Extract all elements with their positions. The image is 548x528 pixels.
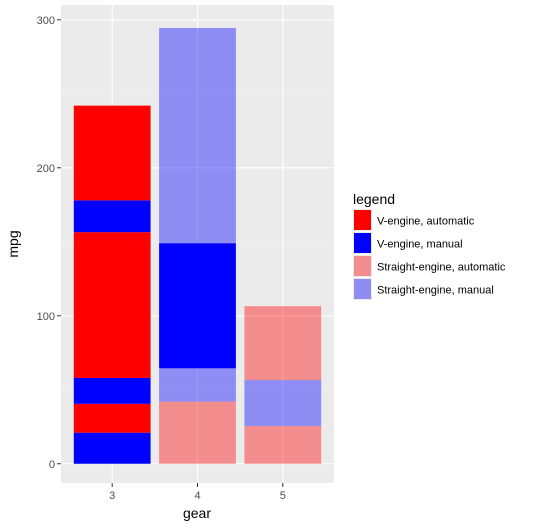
bar-segment xyxy=(73,432,151,464)
y-axis-title: mpg xyxy=(5,230,21,257)
bar-segment xyxy=(244,306,322,381)
y-tick-label: 100 xyxy=(37,311,55,323)
legend-label: Straight-engine, manual xyxy=(377,285,494,297)
legend: legend V-engine, automatic V-engine, manu… xyxy=(353,191,506,300)
bar-segment xyxy=(244,380,322,427)
bar-segment xyxy=(159,27,236,244)
bar-segment xyxy=(73,403,151,433)
bar-segment xyxy=(159,368,236,402)
y-axis: 0 100 200 300 xyxy=(37,15,61,471)
legend-keys: V-engine, automatic V-engine, manual Strai… xyxy=(353,209,506,300)
legend-title: legend xyxy=(353,191,395,207)
y-tick-label: 200 xyxy=(37,163,55,175)
bar-segment xyxy=(73,377,151,404)
legend-label: Straight-engine, automatic xyxy=(377,262,506,274)
legend-key-swatch xyxy=(354,210,371,230)
x-tick-label: 5 xyxy=(280,490,286,502)
legend-label: V-engine, manual xyxy=(377,239,463,251)
x-axis: 3 4 5 xyxy=(109,483,286,502)
bar-segment xyxy=(73,232,151,378)
legend-key-background xyxy=(353,278,372,300)
bar-segment xyxy=(73,105,151,201)
bar-segment xyxy=(244,426,322,464)
bar-segment xyxy=(159,243,236,369)
legend-key-swatch xyxy=(354,233,371,253)
legend-label: V-engine, automatic xyxy=(377,216,475,228)
y-tick-label: 300 xyxy=(37,15,55,27)
bars-layer xyxy=(73,27,322,464)
bar-segment xyxy=(73,200,151,233)
legend-key-background xyxy=(353,255,372,277)
x-tick-label: 4 xyxy=(194,490,200,502)
x-tick-label: 3 xyxy=(109,490,115,502)
legend-key-swatch xyxy=(354,279,371,299)
x-axis-title: gear xyxy=(183,505,211,521)
y-tick-label: 0 xyxy=(49,459,55,471)
bar-segment xyxy=(159,401,236,464)
legend-key-swatch xyxy=(354,256,371,276)
